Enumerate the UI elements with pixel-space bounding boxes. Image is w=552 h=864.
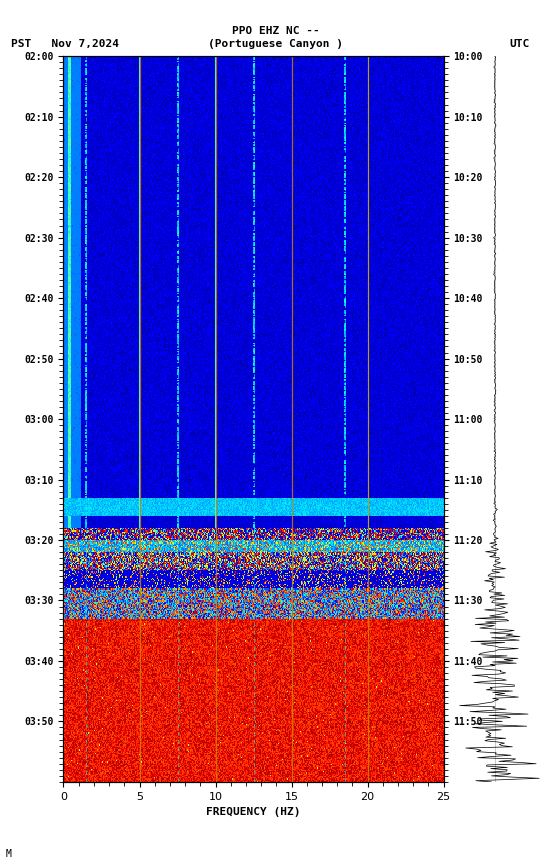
Text: UTC: UTC — [509, 39, 530, 49]
Text: M: M — [6, 849, 12, 859]
Text: PPO EHZ NC --: PPO EHZ NC -- — [232, 26, 320, 36]
Text: (Portuguese Canyon ): (Portuguese Canyon ) — [209, 39, 343, 49]
X-axis label: FREQUENCY (HZ): FREQUENCY (HZ) — [206, 807, 301, 817]
Text: PST   Nov 7,2024: PST Nov 7,2024 — [11, 39, 119, 49]
